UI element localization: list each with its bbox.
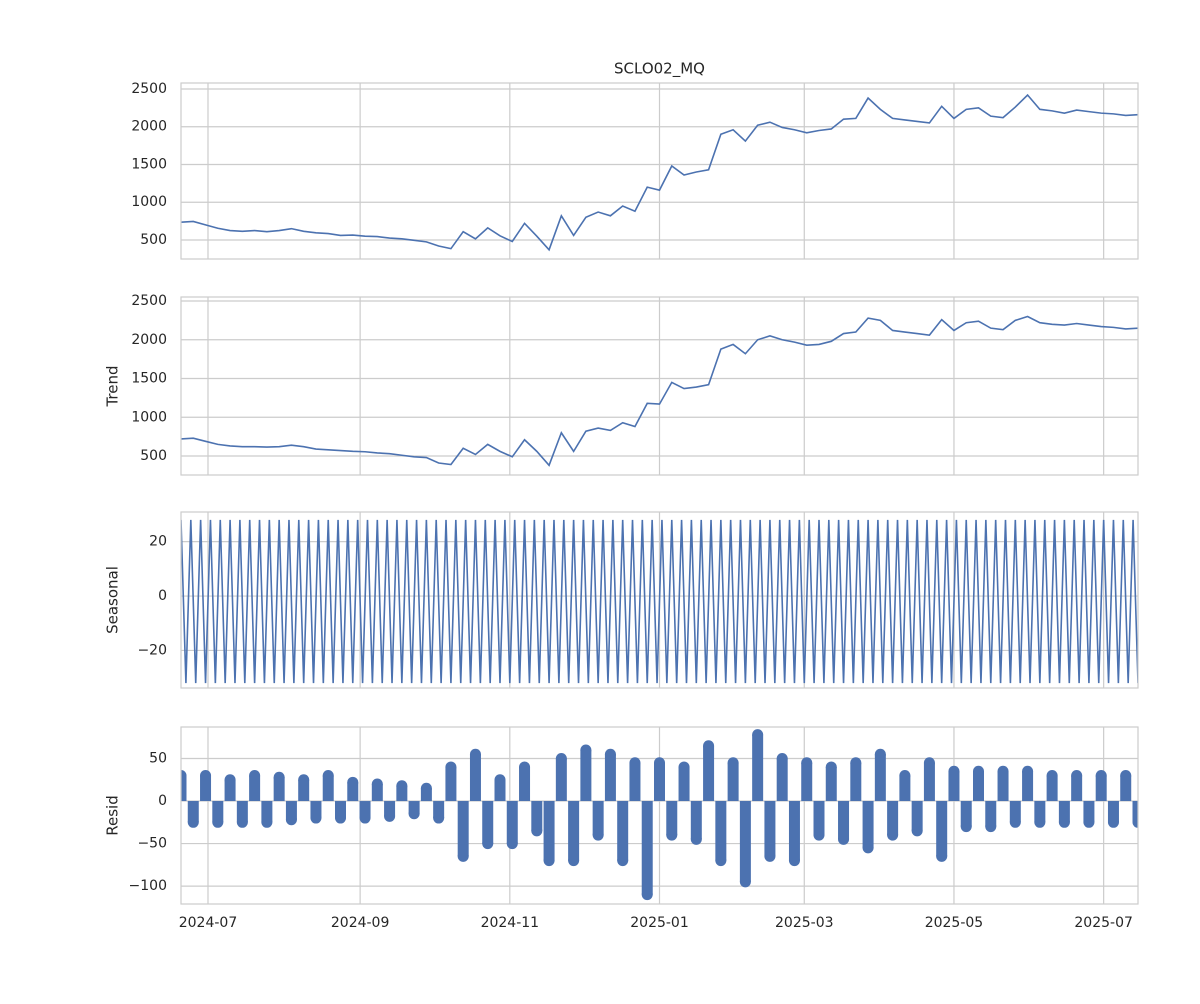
data-line: [181, 519, 1138, 684]
axes-frame: [180, 296, 1139, 476]
y-axis-label: Resid: [104, 795, 122, 835]
y-tick-label: 0: [158, 793, 167, 809]
panel-title: SCLO02_MQ: [614, 60, 705, 79]
y-tick-label: 2500: [131, 81, 167, 97]
x-tick-label: 2025-05: [925, 915, 984, 931]
y-tick-label: −50: [137, 836, 167, 852]
plot-area: [181, 315, 1138, 467]
y-tick-label: 0: [158, 588, 167, 604]
x-tick-label: 2025-03: [775, 915, 834, 931]
y-tick-label: −100: [129, 878, 167, 894]
y-tick-label: 1000: [131, 194, 167, 210]
y-tick-label: 20: [149, 534, 167, 550]
x-tick-label: 2025-01: [630, 915, 689, 931]
y-tick-label: 2000: [131, 119, 167, 135]
x-tick-label: 2024-09: [331, 915, 390, 931]
plot-area: [181, 519, 1138, 684]
x-tick-label: 2024-11: [481, 915, 540, 931]
y-tick-label: 2000: [131, 332, 167, 348]
x-tick-label: 2025-07: [1074, 915, 1133, 931]
y-tick-label: 1000: [131, 409, 167, 425]
axes-frame: [180, 82, 1139, 260]
y-tick-label: 1500: [131, 156, 167, 172]
y-tick-label: −20: [137, 642, 167, 658]
plot-area: [181, 729, 1138, 901]
x-tick-label: 2024-07: [179, 915, 238, 931]
data-line: [181, 315, 1138, 467]
axes-frame: [180, 511, 1139, 689]
y-axis-label: Trend: [104, 365, 122, 407]
plot-area: [181, 93, 1138, 252]
axes-frame: [180, 726, 1139, 905]
y-tick-label: 500: [140, 232, 167, 248]
y-tick-label: 500: [140, 448, 167, 464]
data-line: [181, 93, 1138, 252]
y-tick-label: 50: [149, 750, 167, 766]
y-tick-label: 2500: [131, 293, 167, 309]
y-axis-label: Seasonal: [104, 566, 122, 634]
y-tick-label: 1500: [131, 371, 167, 387]
